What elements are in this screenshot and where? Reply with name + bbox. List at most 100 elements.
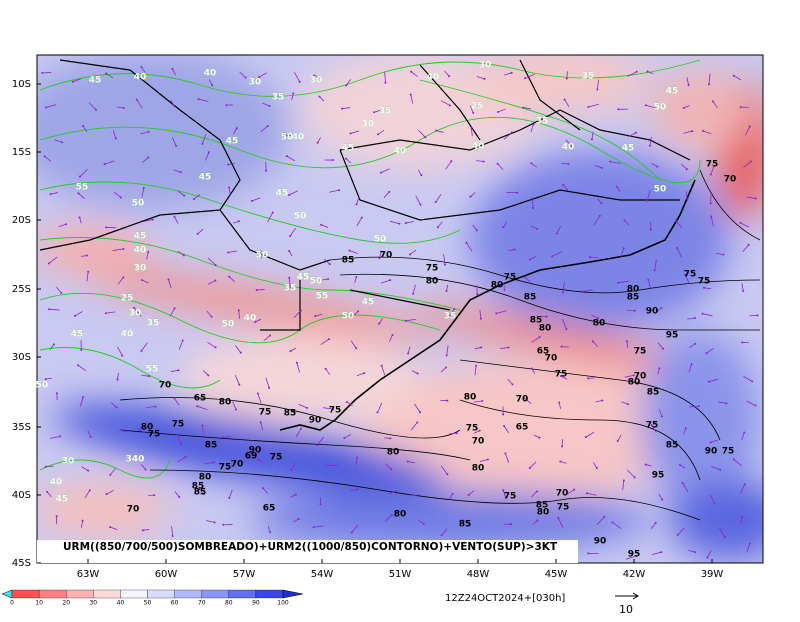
black-contour-label: 85 (284, 409, 297, 419)
wind-arrow-head (481, 400, 483, 402)
wind-arrow-head (748, 244, 750, 246)
black-contour-label: 95 (652, 471, 665, 481)
black-contour-label: 70 (159, 381, 172, 391)
wind-arrow-head (222, 436, 224, 438)
wind-arrow-head (168, 278, 170, 280)
green-contour-label: 30 (249, 78, 262, 88)
black-contour-label: 69 (245, 452, 258, 462)
wind-arrow-head (299, 81, 301, 83)
wind-arrow-head (410, 494, 412, 496)
wind-arrow-head (172, 535, 174, 537)
wind-arrow-head (178, 496, 180, 498)
black-contour-label: 80 (394, 510, 407, 520)
wind-arrow-head (288, 194, 290, 196)
wind-arrow-head (314, 315, 316, 317)
wind-arrow-head (82, 125, 84, 127)
wind-arrow-head (691, 130, 693, 132)
wind-arrow-head (65, 223, 67, 225)
wind-arrow-head (407, 353, 409, 355)
wind-arrow-head (511, 131, 513, 133)
black-contour-label: 75 (504, 273, 517, 283)
wind-arrow-head (536, 520, 538, 522)
wind-arrow-head (558, 402, 560, 404)
wind-arrow-head (744, 483, 746, 485)
wind-arrow-head (361, 217, 363, 219)
wind-arrow-head (48, 262, 50, 264)
green-contour-label: 30 (479, 61, 492, 71)
green-contour-label: 30 (362, 120, 375, 130)
wind-arrow-head (532, 123, 534, 125)
green-contour-label: 25 (121, 294, 134, 304)
wind-arrow-head (708, 381, 710, 383)
black-contour-label: 75 (148, 430, 161, 440)
wind-arrow-head (410, 94, 412, 96)
black-contour-label: 75 (634, 347, 647, 357)
wind-arrow-head (177, 369, 179, 371)
wind-arrow-head (650, 229, 652, 231)
green-contour-label: 40 (394, 147, 407, 157)
wind-arrow-head (706, 352, 708, 354)
wind-arrow-head (343, 437, 345, 439)
wind-arrow-head (656, 166, 658, 168)
green-contour-label: 50 (310, 277, 323, 287)
wind-arrow-head (357, 488, 359, 490)
wind-arrow-head (710, 173, 712, 175)
wind-arrow-head (586, 492, 588, 494)
green-contour-label: 45 (666, 87, 679, 97)
wind-arrow-head (694, 551, 696, 553)
wind-arrow-head (658, 367, 660, 369)
wind-arrow-head (536, 491, 538, 493)
colorbar-tick-label: 0 (10, 600, 14, 607)
wind-arrow-head (587, 377, 589, 379)
wind-arrow-head (290, 469, 292, 471)
wind-arrow (42, 72, 51, 73)
wind-arrow-head (702, 313, 704, 315)
wind-arrow-head (675, 220, 677, 222)
wind-arrow-head (444, 264, 446, 266)
wind-arrow-head (591, 138, 593, 140)
wind-arrow-head (140, 350, 142, 352)
wind-arrow-head (351, 532, 353, 534)
wind-arrow-head (398, 223, 400, 225)
wind-arrow-head (198, 98, 200, 100)
wind-arrow-head (480, 346, 482, 348)
black-contour-label: 65 (194, 394, 207, 404)
wind-arrow-head (222, 524, 224, 526)
wind-arrow-head (174, 307, 176, 309)
black-contour-label: 75 (466, 424, 479, 434)
wind-arrow-head (465, 242, 467, 244)
wind-arrow-head (468, 494, 470, 496)
wind-arrow-head (683, 107, 685, 109)
wind-arrow-head (702, 130, 704, 132)
wind-arrow-head (77, 192, 79, 194)
wind-arrow-head (470, 127, 472, 129)
wind-arrow-head (196, 405, 198, 407)
wind-arrow-head (561, 445, 563, 447)
black-contour-label: 75 (555, 370, 568, 380)
green-contour-label: 50 (374, 235, 387, 245)
wind-arrow-head (174, 216, 176, 218)
wind-arrow-head (327, 278, 329, 280)
green-contour-label: 45 (56, 495, 69, 505)
green-contour-label: 45 (342, 144, 355, 154)
wind-arrow-head (87, 271, 89, 273)
black-contour-label: 85 (459, 520, 472, 530)
black-contour-label: 80 (539, 324, 552, 334)
wind-arrow-head (105, 73, 107, 75)
colorbar-segment (256, 590, 283, 598)
wind-arrow-head (587, 552, 589, 554)
wind-arrow-head (292, 93, 294, 95)
wind-arrow-head (115, 137, 117, 139)
green-contour-label: 30 (310, 76, 323, 86)
wind-arrow-head (380, 172, 382, 174)
wind-arrow-head (60, 292, 62, 294)
wind-arrow-head (123, 107, 125, 109)
black-contour-label: 70 (545, 354, 558, 364)
black-contour-label: 65 (516, 423, 529, 433)
wind-arrow-head (601, 400, 603, 402)
wind-arrow-head (356, 203, 358, 205)
wind-arrow (477, 285, 478, 294)
wind-arrow-head (389, 437, 391, 439)
wind-arrow-head (215, 346, 217, 348)
wind-arrow-head (318, 96, 320, 98)
